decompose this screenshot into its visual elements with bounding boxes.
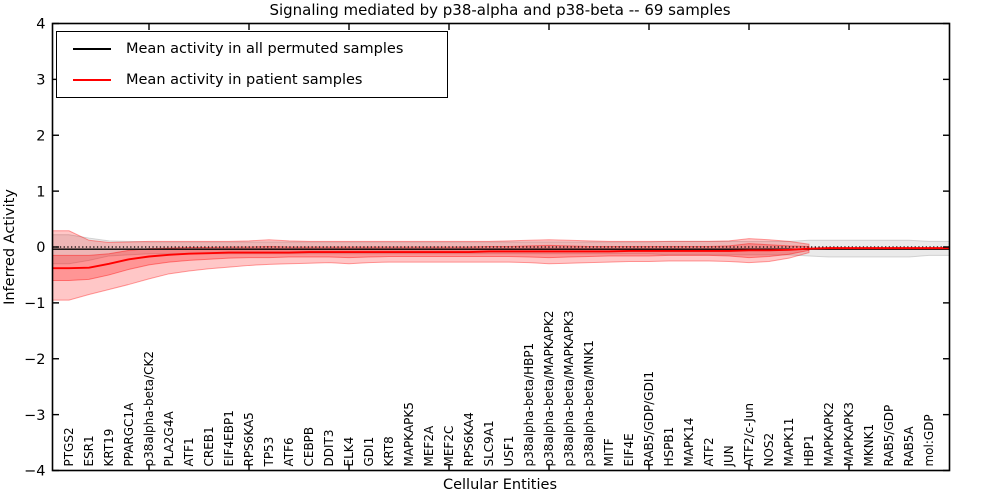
x-tick-label: MAPKAPK3 [842,402,856,466]
x-tick-label: SLC9A1 [482,420,496,466]
x-tick-label: CREB1 [202,426,216,466]
x-tick-label: TP53 [262,437,276,468]
legend: Mean activity in all permuted samples Me… [56,31,448,98]
x-tick-label: EIF4E [622,433,636,466]
x-tick-label: PTGS2 [62,427,76,466]
x-tick-label: RPS6KA4 [462,412,476,466]
x-tick-label: ATF2/c-Jun [742,403,756,467]
x-tick-label: KRT19 [102,429,116,467]
legend-label: Mean activity in patient samples [126,72,363,88]
x-tick-label: RAB5/GDP/GDI1 [642,371,656,467]
legend-line-patient-icon [73,79,111,81]
x-tick-label: MAPKAPK2 [822,402,836,466]
x-tick-label: ATF6 [282,437,296,466]
x-tick-label: KRT8 [382,436,396,466]
x-tick-label: RPS6KA5 [242,412,256,466]
legend-item: Mean activity in patient samples [57,65,447,96]
x-axis-label: Cellular Entities [442,477,558,493]
x-tick-label: p38alpha-beta/MNK1 [582,340,596,466]
y-tick-label: −1 [24,296,45,312]
y-tick-label: −3 [24,408,45,424]
x-tick-label: HSPB1 [662,427,676,467]
x-tick-label: MAPK14 [682,418,696,467]
x-tick-label: ESR1 [82,435,96,466]
x-tick-label: MEF2A [422,425,436,466]
legend-label: Mean activity in all permuted samples [126,41,404,57]
x-tick-label: MEF2C [442,426,456,467]
chart-title: Signaling mediated by p38-alpha and p38-… [269,1,731,19]
y-tick-label: −4 [24,464,45,480]
x-tick-label: ATF1 [182,437,196,466]
legend-line-permuted-icon [73,48,111,50]
line-series-1 [52,247,950,270]
x-tick-label: MAPKAPK5 [402,402,416,466]
x-tick-label: CEBPB [302,427,316,467]
x-tick-label: p38alpha-beta/HBP1 [522,343,536,467]
x-tick-label: DDIT3 [322,430,336,467]
x-tick-label: GDI1 [362,437,376,467]
x-tick-label: EIF4EBP1 [222,410,236,466]
x-tick-label: p38alpha-beta/CK2 [142,351,156,466]
x-tick-label: p38alpha-beta/MAPKAPK2 [542,311,556,467]
legend-item: Mean activity in all permuted samples [57,34,447,65]
x-tick-label: RAB5A [902,426,916,467]
x-tick-label: ATF2 [702,437,716,466]
x-tick-label: PPARGC1A [122,402,136,467]
band-1 [52,230,810,301]
x-tick-label: RAB5/GDP [882,405,896,467]
y-tick-label: 2 [36,128,45,144]
y-tick-label: −2 [24,352,45,368]
x-tick-label: NOS2 [762,433,776,467]
x-tick-label: ELK4 [342,437,356,467]
x-tick-label: p38alpha-beta/MAPKAPK3 [562,311,576,467]
x-tick-label: HBP1 [802,434,816,466]
x-tick-label: JUN [722,445,736,467]
x-tick-label: USF1 [502,436,516,467]
x-tick-label: MITF [602,438,616,466]
x-tick-label: mol:GDP [922,414,936,466]
y-axis-label: Inferred Activity [2,189,18,305]
x-tick-label: MAPK11 [782,418,796,467]
y-tick-label: 3 [36,73,45,89]
y-tick-label: 4 [36,17,45,33]
x-tick-label: MKNK1 [862,424,876,467]
y-tick-label: 0 [36,240,45,256]
x-tick-label: PLA2G4A [162,411,176,467]
y-tick-label: 1 [36,184,45,200]
